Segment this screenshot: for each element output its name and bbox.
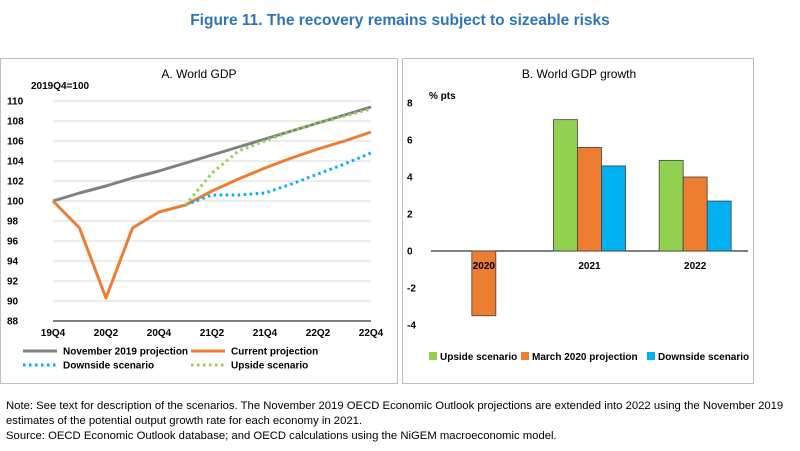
world-gdp-growth-bar-chart: B. World GDP growth % pts -4 -2 0 2 4 6 8 2020 202…	[407, 67, 749, 363]
legend-swatch-downside-scenario	[647, 352, 655, 360]
panel-world-gdp: A. World GDP 2019Q4=100 88 90 92 94 96 98 100 102…	[0, 58, 398, 384]
chart-a-y-tick-label: 94	[7, 257, 19, 268]
series-line-november-2019-projection	[52, 105, 372, 203]
note-text: Note: See text for description of the sc…	[6, 400, 784, 427]
chart-a-y-unit-label: 2019Q4=100	[31, 81, 90, 92]
chart-b-category-label: 2021	[578, 261, 601, 272]
bar-2022-downside-scenario	[706, 200, 732, 252]
chart-a-x-tick-label: 21Q4	[253, 328, 278, 339]
bar-2022-upside-scenario	[658, 159, 684, 252]
chart-a-y-tick-label: 110	[7, 97, 24, 108]
chart-b-y-tick-label: 0	[407, 247, 413, 258]
bar-2022-march-2020-projection	[682, 176, 708, 252]
bar-2021-downside-scenario	[601, 165, 626, 252]
chart-a-title: A. World GDP	[161, 67, 236, 81]
chart-b-y-tick-label: -4	[407, 321, 416, 332]
source-text: Source: OECD Economic Outlook database; …	[6, 430, 557, 442]
legend-label-november-2019-projection: November 2019 projection	[63, 347, 188, 358]
chart-b-title: B. World GDP growth	[522, 67, 636, 81]
chart-a-y-tick-label: 96	[7, 237, 19, 248]
legend-label-downside-scenario: Downside scenario	[63, 361, 154, 372]
world-gdp-line-chart: A. World GDP 2019Q4=100 88 90 92 94 96 98 100 102…	[7, 67, 384, 372]
chart-a-x-tick-label: 19Q4	[41, 328, 66, 339]
bar-2020-march-2020-projection	[471, 250, 497, 317]
legend-label-current-projection: Current projection	[231, 347, 318, 358]
chart-a-x-tick-label: 20Q4	[147, 328, 172, 339]
chart-b-y-unit-label: % pts	[429, 91, 456, 102]
chart-a-y-tick-label: 100	[7, 197, 24, 208]
chart-b-category-label: 2020	[473, 261, 496, 272]
chart-b-y-tick-label: -2	[407, 284, 416, 295]
chart-a-x-tick-label: 20Q2	[94, 328, 119, 339]
chart-a-x-tick-label: 21Q2	[200, 328, 225, 339]
chart-a-y-tick-label: 108	[7, 117, 24, 128]
bar-2021-upside-scenario	[553, 119, 578, 252]
chart-a-y-tick-label: 88	[7, 317, 19, 328]
figure-title: Figure 11. The recovery remains subject …	[190, 12, 610, 29]
chart-a-y-tick-label: 90	[7, 297, 19, 308]
chart-a-y-tick-label: 102	[7, 177, 24, 188]
chart-b-category-label: 2022	[684, 261, 707, 272]
chart-a-x-tick-label: 22Q4	[359, 328, 384, 339]
chart-a-y-tick-label: 106	[7, 137, 24, 148]
legend-swatch-march-2020-projection	[521, 352, 529, 360]
panel-world-gdp-growth: B. World GDP growth % pts -4 -2 0 2 4 6 8 2020 202…	[402, 58, 754, 384]
legend-swatch-upside-scenario	[429, 352, 437, 360]
legend-label-upside-scenario: Upside scenario	[231, 361, 308, 372]
bar-2021-march-2020-projection	[577, 147, 602, 252]
chart-a-x-tick-label: 22Q2	[306, 328, 331, 339]
chart-a-y-tick-label: 98	[7, 217, 19, 228]
series-line-current-projection	[51, 130, 372, 300]
legend-label-march-2020-projection: March 2020 projection	[532, 352, 638, 363]
legend-label-downside-scenario: Downside scenario	[658, 352, 749, 363]
legend-label-upside-scenario: Upside scenario	[440, 352, 517, 363]
chart-b-y-tick-label: 4	[407, 173, 413, 184]
chart-a-y-tick-label: 104	[7, 157, 24, 168]
chart-b-y-tick-label: 8	[407, 99, 413, 110]
notes-block: Note: See text for description of the sc…	[6, 399, 796, 444]
chart-b-y-tick-label: 2	[407, 210, 413, 221]
chart-a-y-tick-label: 92	[7, 277, 19, 288]
chart-b-y-tick-label: 6	[407, 136, 413, 147]
